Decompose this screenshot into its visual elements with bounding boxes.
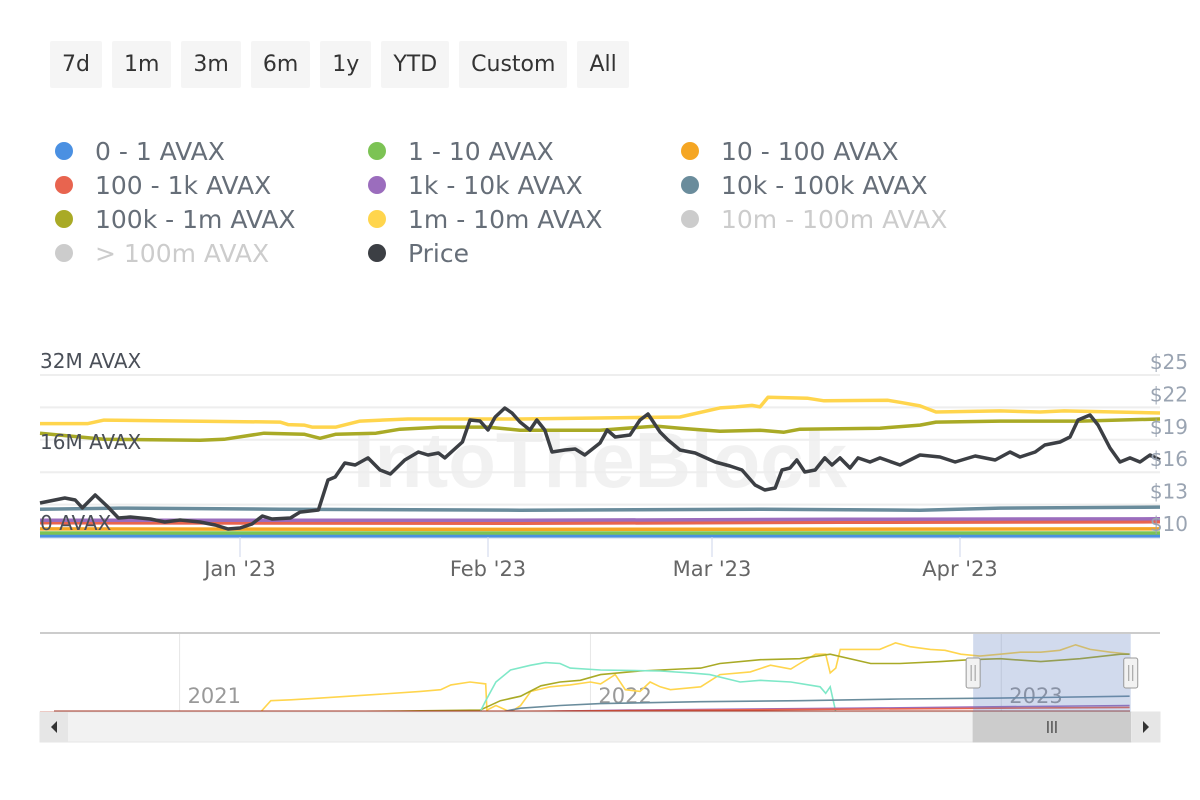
legend-dot-icon bbox=[368, 244, 386, 262]
x-tick-label: Feb '23 bbox=[450, 557, 526, 581]
navigator-series bbox=[260, 653, 1130, 713]
legend: 0 - 1 AVAX 1 - 10 AVAX 10 - 100 AVAX 100 - … bbox=[55, 134, 1055, 270]
legend-label: 1k - 10k AVAX bbox=[408, 170, 583, 200]
legend-label: 0 - 1 AVAX bbox=[95, 136, 225, 166]
y-right-tick-label: $16 bbox=[1150, 447, 1188, 471]
axes: $25 $22 $19 $16 $13 $10 32M AVAX 16M AVAX 0 AVAX… bbox=[40, 349, 1188, 581]
navigator-handle-right[interactable] bbox=[1123, 657, 1139, 689]
scrollbar[interactable] bbox=[39, 711, 1161, 743]
scroll-right-button[interactable] bbox=[1132, 712, 1160, 742]
series-line-10k-100k-avax bbox=[39, 505, 1161, 512]
x-tick-label: Apr '23 bbox=[922, 557, 998, 581]
arrow-right-icon bbox=[1143, 721, 1149, 733]
legend-item[interactable]: 1m - 10m AVAX bbox=[368, 202, 681, 236]
legend-item[interactable]: 0 - 1 AVAX bbox=[55, 134, 368, 168]
navigator-selected-range[interactable] bbox=[973, 634, 1131, 712]
navigator-handle-left[interactable] bbox=[965, 657, 981, 689]
navigator-series bbox=[479, 661, 837, 713]
x-tick-label: Jan '23 bbox=[202, 557, 276, 581]
navigator-series bbox=[500, 695, 1130, 713]
legend-label: 100k - 1m AVAX bbox=[95, 204, 296, 234]
legend-label: 1 - 10 AVAX bbox=[408, 136, 554, 166]
legend-label: 10k - 100k AVAX bbox=[721, 170, 928, 200]
series-line-1m-10m-avax bbox=[40, 395, 1161, 429]
series-group bbox=[39, 395, 1161, 538]
range-button-3m[interactable]: 3m bbox=[181, 41, 241, 88]
legend-dot-icon bbox=[55, 142, 73, 160]
range-button-7d[interactable]: 7d bbox=[50, 41, 102, 88]
legend-label: 100 - 1k AVAX bbox=[95, 170, 272, 200]
legend-dot-icon bbox=[55, 176, 73, 194]
legend-label: Price bbox=[408, 238, 469, 268]
navigator-year-label: 2023 bbox=[1009, 684, 1062, 708]
legend-item[interactable]: Price bbox=[368, 236, 681, 270]
y-right-tick-label: $25 bbox=[1150, 350, 1188, 374]
legend-dot-icon bbox=[681, 142, 699, 160]
x-tick-label: Mar '23 bbox=[673, 557, 752, 581]
legend-dot-icon bbox=[368, 210, 386, 228]
legend-dot-icon bbox=[368, 176, 386, 194]
legend-item[interactable]: 100 - 1k AVAX bbox=[55, 168, 368, 202]
scrollbar-thumb[interactable] bbox=[972, 711, 1132, 743]
legend-dot-icon bbox=[368, 142, 386, 160]
y-right-tick-label: $10 bbox=[1150, 512, 1188, 536]
series-line-price bbox=[39, 406, 1161, 531]
range-button-6m[interactable]: 6m bbox=[250, 41, 311, 88]
legend-item[interactable]: 1 - 10 AVAX bbox=[368, 134, 681, 168]
legend-label: 10 - 100 AVAX bbox=[721, 136, 899, 166]
range-button-1m[interactable]: 1m bbox=[111, 41, 172, 88]
legend-dot-icon bbox=[55, 210, 73, 228]
navigator-year-label: 2021 bbox=[188, 684, 241, 708]
legend-item[interactable]: 1k - 10k AVAX bbox=[368, 168, 681, 202]
series-line-100-1k-avax bbox=[39, 520, 1161, 526]
navigator[interactable]: 202120222023 bbox=[39, 632, 1161, 743]
legend-item[interactable]: > 100m AVAX bbox=[55, 236, 368, 270]
legend-label: 10m - 100m AVAX bbox=[721, 204, 948, 234]
y-left-tick-label: 32M AVAX bbox=[40, 349, 142, 373]
legend-item[interactable]: 10k - 100k AVAX bbox=[681, 168, 1001, 202]
scroll-left-button[interactable] bbox=[40, 712, 68, 742]
range-button-1y[interactable]: 1y bbox=[320, 41, 372, 88]
y-right-tick-label: $13 bbox=[1150, 480, 1188, 504]
range-button-all[interactable]: All bbox=[577, 41, 629, 88]
range-selector: 7d 1m 3m 6m 1y YTD Custom All bbox=[50, 41, 629, 88]
legend-item[interactable]: 10 - 100 AVAX bbox=[681, 134, 1001, 168]
navigator-series bbox=[260, 642, 1130, 713]
legend-label: 1m - 10m AVAX bbox=[408, 204, 603, 234]
legend-item[interactable]: 100k - 1m AVAX bbox=[55, 202, 368, 236]
legend-dot-icon bbox=[681, 210, 699, 228]
y-left-tick-label: 16M AVAX bbox=[40, 430, 142, 454]
y-right-tick-label: $19 bbox=[1150, 415, 1188, 439]
legend-dot-icon bbox=[55, 244, 73, 262]
series-line-100k-1m-avax bbox=[39, 417, 1161, 443]
y-right-tick-label: $22 bbox=[1150, 382, 1188, 406]
legend-label: > 100m AVAX bbox=[95, 238, 270, 268]
legend-item[interactable]: 10m - 100m AVAX bbox=[681, 202, 1001, 236]
range-button-ytd[interactable]: YTD bbox=[381, 41, 450, 88]
series-line-1k-10k-avax bbox=[40, 517, 1161, 523]
y-left-tick-label: 0 AVAX bbox=[40, 511, 112, 535]
range-button-custom[interactable]: Custom bbox=[459, 41, 568, 88]
arrow-left-icon bbox=[51, 721, 57, 733]
series-line-10-100-avax bbox=[39, 527, 1161, 532]
legend-dot-icon bbox=[681, 176, 699, 194]
